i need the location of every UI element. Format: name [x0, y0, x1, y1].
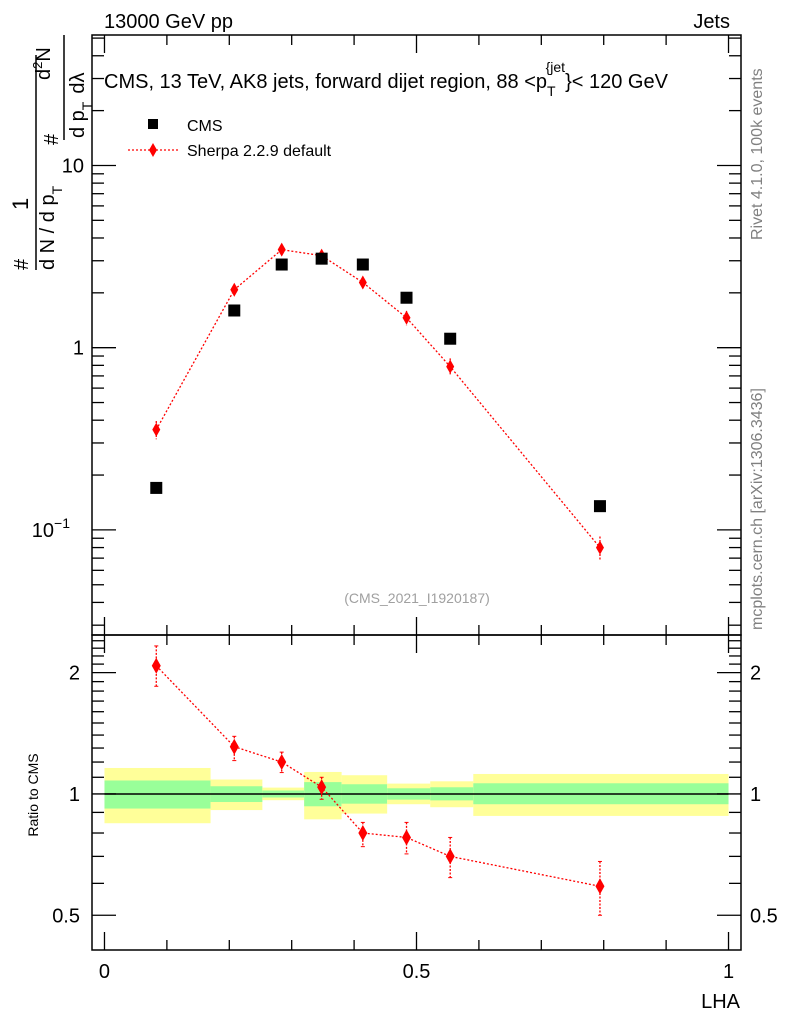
cms-point [275, 258, 288, 271]
svg-text:1: 1 [8, 198, 33, 210]
ratio-line [155, 665, 601, 887]
side-label-top: Rivet 4.1.0, 100k events [749, 68, 766, 240]
legend-cms-label: CMS [187, 118, 223, 135]
svg-text:d pTdλ: d pTdλ [67, 73, 95, 139]
ratio-point [317, 779, 327, 796]
x-tick-label: 0 [99, 961, 110, 983]
y-tick-label: 10−1 [32, 515, 70, 542]
header-left: 13000 GeV pp [104, 11, 233, 33]
ratio-point [229, 738, 239, 755]
x-tick-label: 1 [723, 961, 734, 983]
cms-point [444, 332, 457, 345]
analysis-id: (CMS_2021_I1920187) [344, 590, 490, 606]
x-axis-label: LHA [701, 991, 741, 1013]
cms-point [400, 291, 413, 304]
ratio-point [402, 829, 412, 846]
sherpa-point [402, 310, 411, 325]
legend-cms-marker [148, 119, 158, 129]
ratio-y-tick-label-right: 1 [750, 784, 761, 806]
ratio-point [445, 848, 455, 865]
legend: CMS Sherpa 2.2.9 default [128, 118, 332, 160]
legend-sherpa-marker [149, 143, 157, 157]
sherpa-point [595, 540, 604, 555]
ratio-point [595, 878, 605, 895]
svg-text:#: # [41, 133, 63, 145]
ratio-y-tick-label-right: 2 [750, 663, 761, 685]
sherpa-line [155, 249, 601, 548]
cms-point [228, 304, 241, 317]
ratio-y-tick-label: 2 [69, 663, 80, 685]
chart-title: CMS, 13 TeV, AK8 jets, forward dijet reg… [104, 59, 669, 99]
ratio-point [277, 754, 287, 771]
y-tick-label: 10 [62, 155, 84, 177]
ratio-y-axis-label: Ratio to CMS [25, 753, 41, 836]
ratio-y-tick-label-right: 0.5 [750, 905, 778, 927]
ratio-y-tick-label: 0.5 [52, 905, 80, 927]
sherpa-point [446, 359, 455, 374]
svg-text:d2N: d2N [30, 47, 55, 80]
cms-point [315, 252, 328, 265]
cms-point [593, 500, 606, 513]
sherpa-point [358, 275, 367, 290]
ratio-y-tick-label: 1 [69, 784, 80, 806]
side-label-bottom: mcplots.cern.ch [arXiv:1306.3436] [749, 388, 766, 630]
sherpa-point [152, 422, 161, 437]
header-right: Jets [693, 11, 730, 33]
cms-point [356, 258, 369, 271]
y-tick-label: 1 [73, 338, 84, 360]
ratio-point [151, 657, 161, 674]
cms-point [150, 481, 163, 494]
sherpa-point [230, 282, 239, 297]
sherpa-point [277, 242, 286, 257]
svg-text:#: # [11, 258, 33, 270]
x-tick-label: 0.5 [403, 961, 431, 983]
y-axis-label: # 1 d N / d pT # d2N d pTdλ [8, 35, 95, 270]
ratio-point [358, 825, 368, 842]
svg-text:d N / d pT: d N / d pT [37, 185, 65, 270]
legend-sherpa-label: Sherpa 2.2.9 default [187, 143, 332, 160]
